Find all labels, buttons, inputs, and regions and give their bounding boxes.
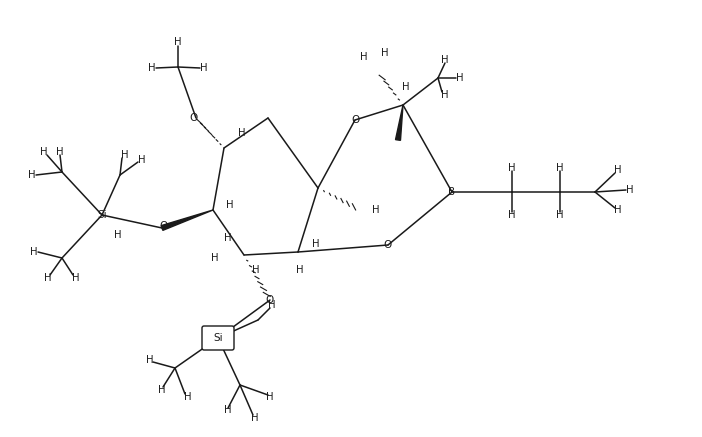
Text: H: H [312, 239, 319, 249]
Text: H: H [30, 247, 38, 257]
Text: H: H [442, 55, 449, 65]
FancyBboxPatch shape [202, 326, 234, 350]
Text: H: H [72, 273, 80, 283]
Text: H: H [28, 170, 36, 180]
Text: H: H [372, 205, 380, 215]
Text: H: H [296, 265, 304, 275]
Text: H: H [40, 147, 48, 157]
Text: H: H [442, 90, 449, 100]
Text: H: H [200, 63, 208, 73]
Text: Si: Si [213, 333, 223, 343]
Text: H: H [381, 48, 389, 58]
Text: H: H [251, 413, 259, 423]
Text: H: H [556, 163, 564, 173]
Text: H: H [614, 165, 622, 175]
Text: H: H [44, 273, 52, 283]
Text: H: H [238, 128, 246, 138]
Text: H: H [456, 73, 464, 83]
Text: O: O [351, 115, 359, 125]
Text: H: H [508, 163, 516, 173]
Text: H: H [614, 205, 622, 215]
Text: H: H [114, 230, 121, 240]
Text: H: H [138, 155, 146, 165]
Text: H: H [148, 63, 156, 73]
Text: H: H [556, 210, 564, 220]
Text: H: H [121, 150, 128, 160]
Text: B: B [449, 187, 456, 197]
Polygon shape [395, 105, 403, 140]
Text: H: H [252, 265, 260, 275]
Text: H: H [158, 385, 166, 395]
Text: O: O [266, 295, 274, 305]
Text: H: H [146, 355, 154, 365]
Text: O: O [160, 221, 168, 231]
Text: H: H [174, 37, 182, 47]
Text: H: H [226, 200, 234, 210]
Text: H: H [224, 233, 232, 243]
Text: H: H [268, 300, 276, 310]
Text: O: O [384, 240, 392, 250]
Text: H: H [626, 185, 634, 195]
Polygon shape [161, 210, 213, 230]
Text: H: H [360, 52, 368, 62]
Text: H: H [56, 147, 64, 157]
Text: H: H [508, 210, 516, 220]
Text: H: H [266, 392, 274, 402]
Text: H: H [402, 82, 410, 92]
Text: H: H [184, 392, 192, 402]
Text: H: H [211, 253, 219, 263]
Text: O: O [189, 113, 197, 123]
Text: Si: Si [97, 210, 107, 220]
Text: H: H [224, 405, 232, 415]
